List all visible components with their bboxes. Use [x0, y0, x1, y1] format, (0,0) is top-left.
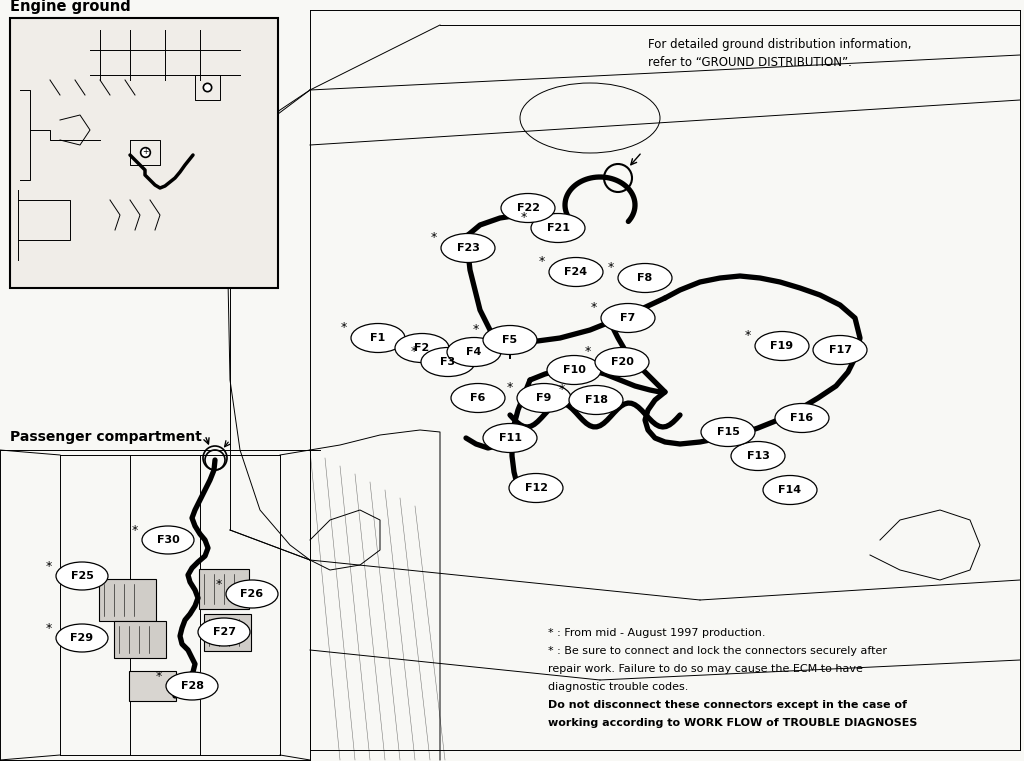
Text: *: * [608, 262, 614, 275]
Ellipse shape [142, 526, 194, 554]
Text: *: * [46, 622, 52, 635]
Text: working according to WORK FLOW of TROUBLE DIAGNOSES: working according to WORK FLOW of TROUBL… [548, 718, 918, 728]
Text: F15: F15 [717, 427, 739, 437]
Text: F18: F18 [585, 395, 607, 405]
FancyBboxPatch shape [99, 579, 156, 621]
Ellipse shape [763, 476, 817, 505]
Text: F27: F27 [213, 627, 236, 637]
Text: Do not disconnect these connectors except in the case of: Do not disconnect these connectors excep… [548, 700, 907, 710]
Ellipse shape [198, 618, 250, 646]
Ellipse shape [701, 418, 755, 447]
Text: *: * [539, 256, 545, 269]
Text: F21: F21 [547, 223, 569, 233]
Text: F25: F25 [71, 571, 93, 581]
Ellipse shape [421, 348, 475, 377]
Text: F7: F7 [621, 313, 636, 323]
Ellipse shape [441, 234, 495, 263]
Text: F14: F14 [778, 485, 802, 495]
Text: F17: F17 [828, 345, 852, 355]
Ellipse shape [56, 562, 108, 590]
Text: repair work. Failure to do so may cause the ECM to have: repair work. Failure to do so may cause … [548, 664, 863, 674]
Text: *: * [521, 212, 527, 224]
Text: *: * [46, 560, 52, 573]
Text: *: * [132, 524, 138, 537]
Text: *: * [431, 231, 437, 244]
Text: F3: F3 [440, 357, 456, 367]
Ellipse shape [451, 384, 505, 412]
Text: F1: F1 [371, 333, 386, 343]
Text: F8: F8 [637, 273, 652, 283]
Text: F13: F13 [746, 451, 769, 461]
Text: F11: F11 [499, 433, 521, 443]
Ellipse shape [206, 57, 250, 83]
Text: For detailed ground distribution information,: For detailed ground distribution informa… [648, 38, 911, 51]
FancyBboxPatch shape [114, 621, 166, 658]
FancyBboxPatch shape [204, 614, 251, 651]
Text: refer to “GROUND DISTRIBUTION”.: refer to “GROUND DISTRIBUTION”. [648, 56, 852, 69]
Ellipse shape [483, 326, 537, 355]
Text: F26: F26 [241, 589, 263, 599]
Text: F4: F4 [221, 65, 234, 75]
Ellipse shape [447, 337, 501, 367]
Text: *: * [559, 384, 565, 396]
Text: F5: F5 [503, 335, 517, 345]
Ellipse shape [547, 355, 601, 384]
FancyBboxPatch shape [199, 569, 249, 609]
Text: F19: F19 [770, 341, 794, 351]
Text: F10: F10 [562, 365, 586, 375]
Ellipse shape [395, 333, 449, 362]
Ellipse shape [755, 332, 809, 361]
Text: F24: F24 [564, 267, 588, 277]
FancyBboxPatch shape [129, 671, 176, 701]
Ellipse shape [531, 214, 585, 243]
Ellipse shape [549, 257, 603, 286]
Ellipse shape [509, 473, 563, 502]
Ellipse shape [618, 263, 672, 292]
Text: F30: F30 [157, 535, 179, 545]
Ellipse shape [813, 336, 867, 365]
Text: *: * [216, 578, 222, 591]
Text: *: * [507, 381, 513, 394]
Ellipse shape [775, 403, 829, 432]
Ellipse shape [63, 183, 108, 209]
Bar [10, 18, 278, 288]
Text: *: * [585, 345, 591, 358]
Text: *: * [411, 345, 417, 358]
Text: *: * [744, 330, 751, 342]
Text: * : From mid - August 1997 production.: * : From mid - August 1997 production. [548, 628, 766, 638]
Ellipse shape [501, 193, 555, 222]
Text: F23: F23 [457, 243, 479, 253]
Text: +: + [141, 148, 148, 157]
Text: * : Be sure to connect and lock the connectors securely after: * : Be sure to connect and lock the conn… [548, 646, 887, 656]
Text: F12: F12 [524, 483, 548, 493]
Text: Passenger compartment: Passenger compartment [10, 430, 202, 444]
Text: F4: F4 [466, 347, 481, 357]
Text: F22: F22 [516, 203, 540, 213]
Ellipse shape [483, 424, 537, 453]
Text: F2: F2 [79, 191, 93, 201]
Text: *: * [156, 670, 162, 683]
Text: *: * [591, 301, 597, 314]
Text: diagnostic trouble codes.: diagnostic trouble codes. [548, 682, 688, 692]
Ellipse shape [166, 672, 218, 700]
Ellipse shape [569, 386, 623, 415]
Text: F28: F28 [180, 681, 204, 691]
Ellipse shape [226, 580, 278, 608]
Ellipse shape [351, 323, 406, 352]
Text: F16: F16 [791, 413, 813, 423]
Ellipse shape [56, 624, 108, 652]
Text: *: * [341, 321, 347, 335]
Text: *: * [473, 323, 479, 336]
Text: F29: F29 [71, 633, 93, 643]
Ellipse shape [595, 348, 649, 377]
Ellipse shape [731, 441, 785, 470]
Ellipse shape [601, 304, 655, 333]
Text: F20: F20 [610, 357, 634, 367]
Text: F6: F6 [470, 393, 485, 403]
Ellipse shape [517, 384, 571, 412]
Text: F9: F9 [537, 393, 552, 403]
Text: Engine ground: Engine ground [10, 0, 131, 14]
Text: F2: F2 [415, 343, 430, 353]
